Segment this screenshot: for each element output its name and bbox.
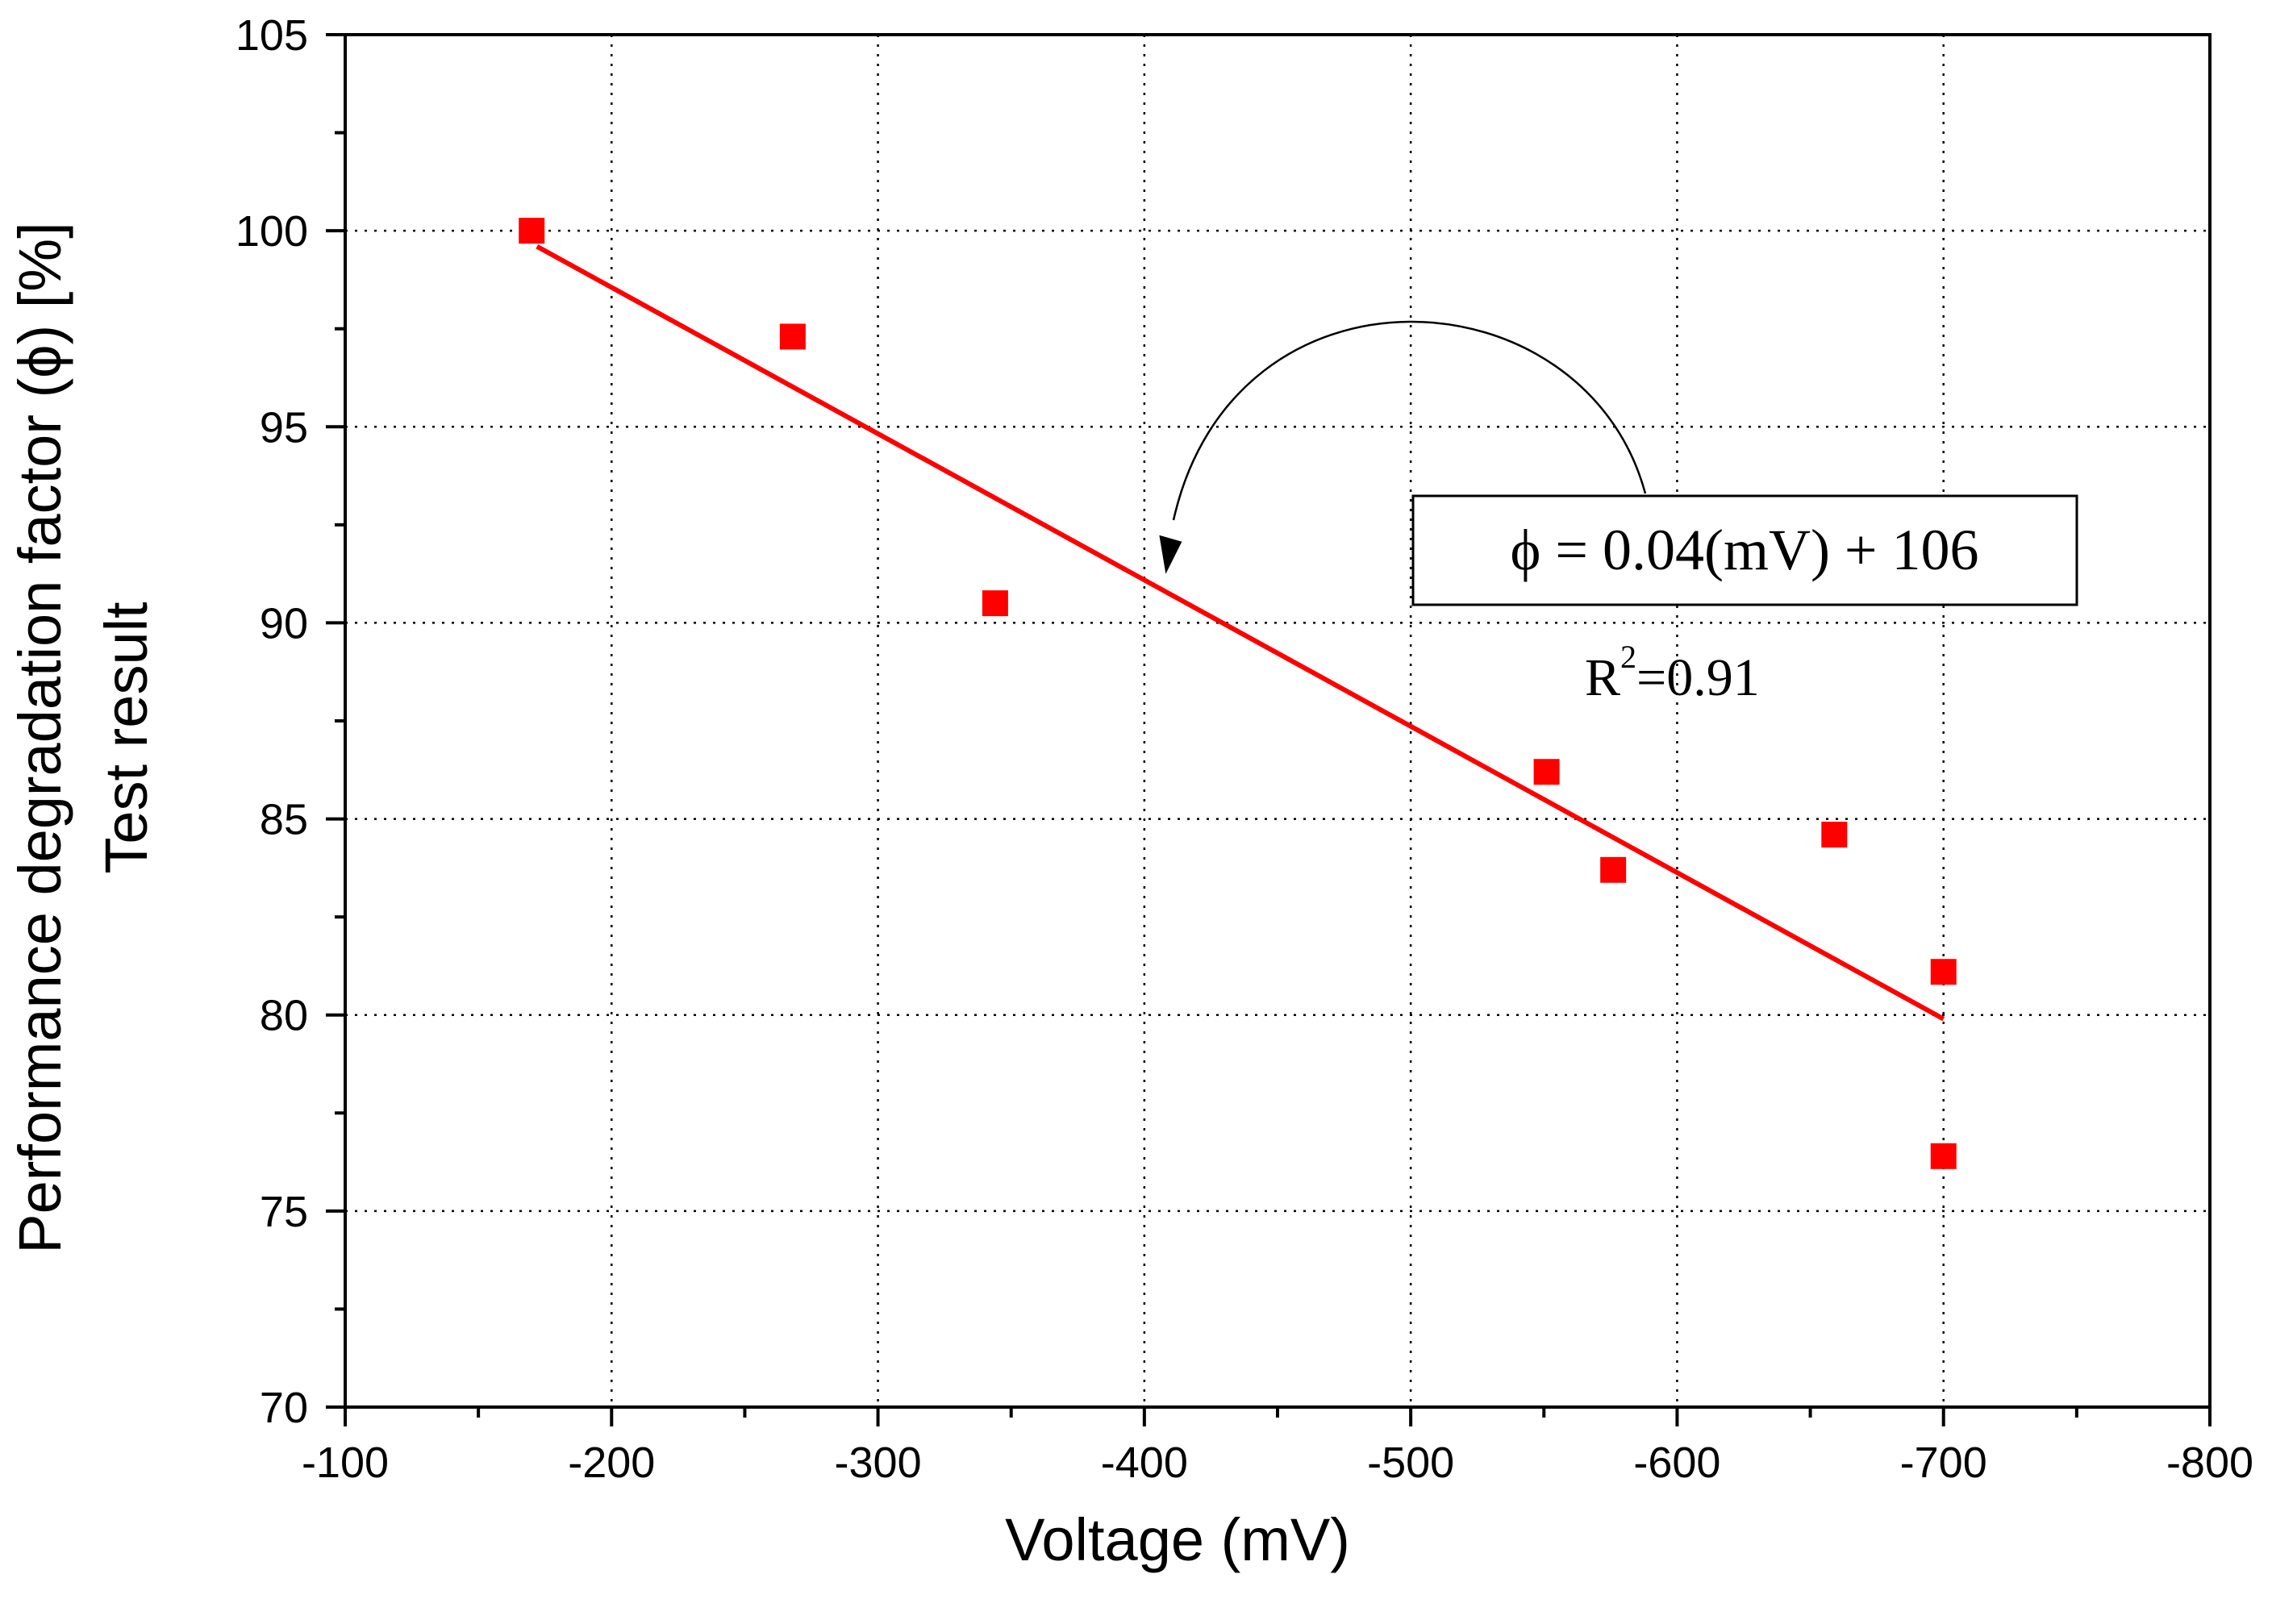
x-tick-labels: -100 -200 -300 -400 -500 -600 -700 -800 bbox=[302, 1439, 2253, 1487]
y-tick-label: 105 bbox=[236, 11, 308, 60]
y-tick-label: 90 bbox=[260, 599, 308, 648]
data-point bbox=[1821, 822, 1848, 848]
x-tick-label: -500 bbox=[1367, 1439, 1454, 1487]
x-tick-label: -800 bbox=[2166, 1439, 2253, 1487]
data-point bbox=[1600, 856, 1627, 883]
data-point bbox=[1533, 759, 1560, 785]
annotation-arrowhead bbox=[1159, 535, 1182, 574]
x-tick-label: -100 bbox=[302, 1439, 389, 1487]
r-squared-exponent: 2 bbox=[1620, 639, 1636, 675]
data-point bbox=[779, 323, 806, 350]
annotation-arrow bbox=[1172, 320, 1647, 521]
x-axis-title: Voltage (mV) bbox=[1005, 1506, 1350, 1573]
x-tick-label: -400 bbox=[1101, 1439, 1188, 1487]
equation-box bbox=[1411, 494, 2078, 606]
y-tick-label: 70 bbox=[260, 1384, 308, 1432]
x-tick-label: -700 bbox=[1900, 1439, 1987, 1487]
r-squared-prefix: R bbox=[1585, 648, 1620, 707]
y-tick-labels: 70 75 80 85 90 95 100 105 bbox=[236, 11, 308, 1432]
y-tick-label: 80 bbox=[260, 992, 308, 1040]
data-point bbox=[982, 590, 1008, 617]
y-tick-label: 100 bbox=[236, 207, 308, 256]
fit-line bbox=[536, 244, 1945, 1022]
x-tick-label: -600 bbox=[1633, 1439, 1720, 1487]
r-squared-text: R2=0.91 bbox=[1585, 639, 1760, 707]
y-axis-title-line2: Test result bbox=[93, 602, 160, 874]
y-tick-label: 85 bbox=[260, 796, 308, 844]
x-tick-label: -300 bbox=[835, 1439, 922, 1487]
r-squared-value: =0.91 bbox=[1636, 648, 1760, 707]
y-tick-label: 95 bbox=[260, 403, 308, 452]
data-point bbox=[519, 218, 545, 244]
axis-ticks bbox=[326, 33, 2212, 1426]
data-point bbox=[1930, 1143, 1957, 1169]
gridlines bbox=[345, 35, 2210, 1407]
data-points bbox=[519, 218, 1957, 1169]
x-tick-label: -200 bbox=[568, 1439, 655, 1487]
equation-text: ϕ = 0.04(mV) + 106 bbox=[1510, 518, 1978, 582]
data-point bbox=[1930, 959, 1957, 985]
y-axis-title-line1: Performance degradation factor (ϕ) [%] bbox=[6, 222, 73, 1253]
y-tick-label: 75 bbox=[260, 1188, 308, 1236]
